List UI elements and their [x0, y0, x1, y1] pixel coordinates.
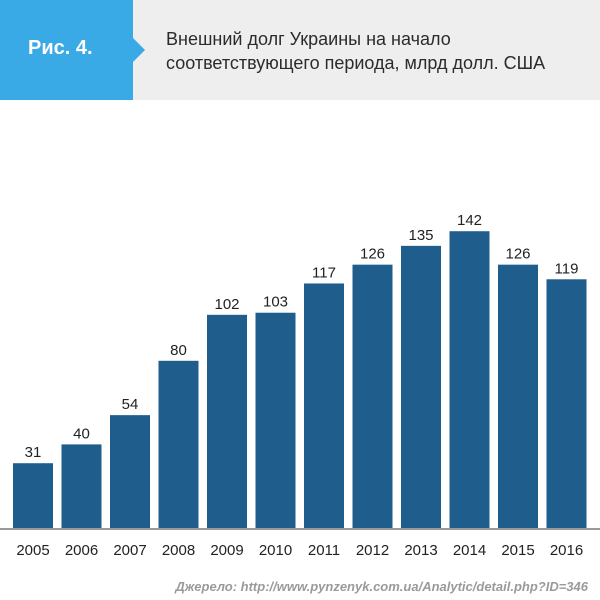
data-label-2011: 117	[312, 264, 336, 281]
x-tick-label-2012: 2012	[356, 542, 389, 559]
data-label-2010: 103	[263, 294, 288, 311]
x-tick-label-2013: 2013	[404, 542, 437, 559]
x-tick-label-2009: 2009	[210, 542, 243, 559]
data-label-2005: 31	[25, 444, 42, 461]
x-tick-label-2005: 2005	[16, 542, 49, 559]
figure-badge: Рис. 4.	[0, 0, 145, 100]
bar-2010	[255, 312, 296, 528]
data-label-2009: 102	[214, 296, 239, 313]
figure-number: Рис. 4.	[28, 37, 93, 59]
bar-2013	[401, 245, 441, 528]
bar-2016	[546, 279, 587, 528]
bar-chart: 31 2005 40 2006 54 2007 80 2008 102 2009 103 2010 11…	[0, 212, 600, 559]
x-tick-label-2014: 2014	[453, 542, 486, 559]
bar-2011	[304, 283, 344, 528]
chart-title: Внешний долг Украины на начало соответст…	[166, 27, 586, 75]
x-tick-label-2010: 2010	[259, 542, 292, 559]
bar-2012	[352, 264, 393, 528]
data-label-2007: 54	[122, 396, 139, 413]
data-label-2012: 126	[360, 246, 385, 263]
bar-2008	[158, 360, 199, 528]
data-label-2013: 135	[408, 227, 433, 244]
data-label-2006: 40	[73, 425, 90, 442]
bar-2014	[449, 231, 490, 528]
x-tick-label-2008: 2008	[162, 542, 195, 559]
chart-title-line1: Внешний долг Украины на начало	[166, 29, 451, 49]
source-note: Джерело: http://www.pynzenyk.com.ua/Anal…	[175, 579, 588, 594]
bar-2015	[498, 264, 538, 528]
data-label-2015: 126	[505, 246, 530, 263]
bar-2007	[110, 415, 150, 528]
bar-2005	[13, 463, 53, 528]
x-tick-label-2006: 2006	[65, 542, 98, 559]
x-tick-label-2015: 2015	[501, 542, 534, 559]
x-tick-label-2016: 2016	[550, 542, 583, 559]
chart-header: Рис. 4. Внешний долг Украины на начало с…	[0, 0, 600, 100]
chart-title-line2: соответствующего периода, млрд долл. США	[166, 53, 546, 73]
x-tick-label-2007: 2007	[113, 542, 146, 559]
bar-2006	[61, 444, 102, 528]
data-label-2008: 80	[170, 342, 187, 359]
bar-2009	[207, 314, 247, 528]
data-label-2016: 119	[555, 260, 579, 277]
x-tick-label-2011: 2011	[308, 542, 340, 559]
data-label-2014: 142	[457, 212, 482, 229]
